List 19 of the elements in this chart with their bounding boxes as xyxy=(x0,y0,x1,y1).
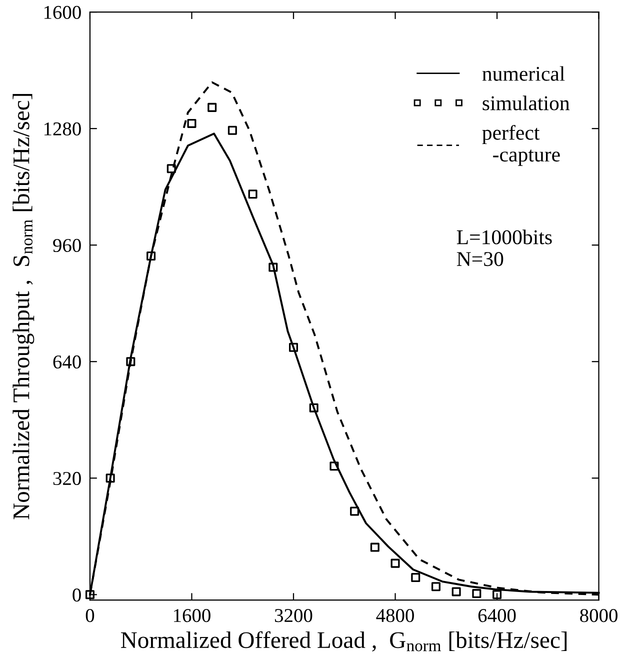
x-tick-label: 1600 xyxy=(174,608,210,622)
y-tick-label: 640 xyxy=(53,355,81,369)
y-tick-label: 1600 xyxy=(44,6,81,19)
x-tick-label: 3200 xyxy=(274,608,312,622)
x-axis-title: Normalized Offered Load , G$_{norm}$ [bits/Hz/sec] xyxy=(120,631,567,652)
x-tick-label: 8000 xyxy=(580,608,618,622)
annotation: N=30 xyxy=(456,252,504,266)
y-axis-title: Normalized Throughput , S$_{norm}$ [bits/Hz/sec] xyxy=(12,94,34,520)
y-tick-label: 1280 xyxy=(44,122,81,136)
legend-label: simulation xyxy=(482,96,570,110)
y-tick-label: 0 xyxy=(72,588,81,602)
x-tick-label: 6400 xyxy=(478,608,516,622)
x-tick-label: 0 xyxy=(86,608,94,622)
y-tick-label: 960 xyxy=(53,238,81,252)
y-tick-label: 320 xyxy=(53,472,81,486)
x-tick-label: 4800 xyxy=(376,608,414,622)
annotation: L=1000bits xyxy=(456,230,552,244)
legend-label: numerical xyxy=(482,66,565,81)
legend-label: perfect -capture xyxy=(482,124,560,166)
